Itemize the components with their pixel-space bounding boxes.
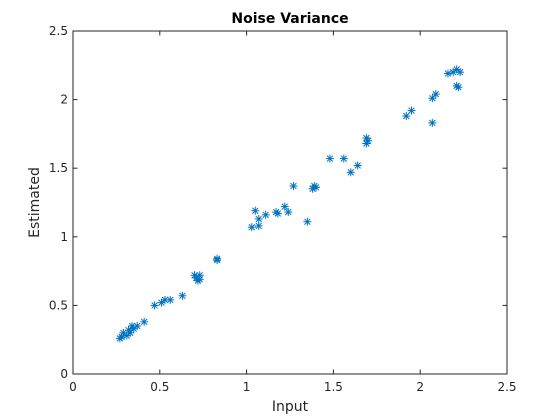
data-point — [454, 83, 463, 92]
x-tick-label: 0.5 — [150, 380, 169, 394]
x-tick-label: 2 — [416, 380, 424, 394]
data-point — [312, 183, 321, 192]
data-point — [213, 254, 222, 263]
data-point — [407, 106, 416, 115]
y-axis: 0 0.5 1 1.5 2 2.5 — [49, 24, 507, 381]
data-point — [150, 301, 159, 310]
x-axis-label: Input — [272, 399, 309, 415]
data-point — [247, 223, 256, 232]
data-point — [284, 208, 293, 217]
x-tick-label: 1.5 — [324, 380, 343, 394]
data-point — [456, 68, 465, 77]
data-point — [254, 221, 263, 230]
data-point — [289, 182, 298, 191]
data-point — [431, 90, 440, 99]
data-point — [353, 161, 362, 170]
y-axis-label: Estimated — [27, 167, 43, 238]
data-point — [273, 209, 282, 218]
y-tick-label: 2 — [60, 93, 68, 107]
data-point — [402, 112, 411, 121]
data-point — [166, 295, 175, 304]
data-point — [133, 321, 142, 330]
data-point — [178, 291, 187, 300]
data-point — [449, 68, 458, 77]
y-tick-label: 2.5 — [49, 24, 68, 38]
data-point — [261, 210, 270, 219]
x-tick-label: 0 — [69, 380, 77, 394]
chart-title: Noise Variance — [231, 11, 348, 27]
y-tick-label: 0.5 — [49, 298, 68, 312]
y-tick-label: 1 — [60, 230, 68, 244]
data-point — [339, 154, 348, 163]
data-points — [115, 65, 465, 343]
data-point — [346, 168, 355, 177]
data-point — [325, 154, 334, 163]
plot-area — [72, 30, 508, 375]
x-tick-label: 1 — [243, 380, 251, 394]
data-point — [303, 217, 312, 226]
data-point — [140, 317, 149, 326]
data-point — [364, 136, 373, 145]
data-point — [280, 202, 289, 211]
data-point — [251, 206, 260, 215]
y-tick-label: 1.5 — [49, 161, 68, 175]
x-axis: 0 0.5 1 1.5 2 2.5 — [69, 31, 517, 394]
data-point — [428, 118, 437, 127]
data-point — [254, 214, 263, 223]
data-point — [195, 275, 204, 284]
data-point — [443, 69, 452, 78]
y-tick-label: 0 — [60, 367, 68, 381]
x-tick-label: 2.5 — [497, 380, 516, 394]
